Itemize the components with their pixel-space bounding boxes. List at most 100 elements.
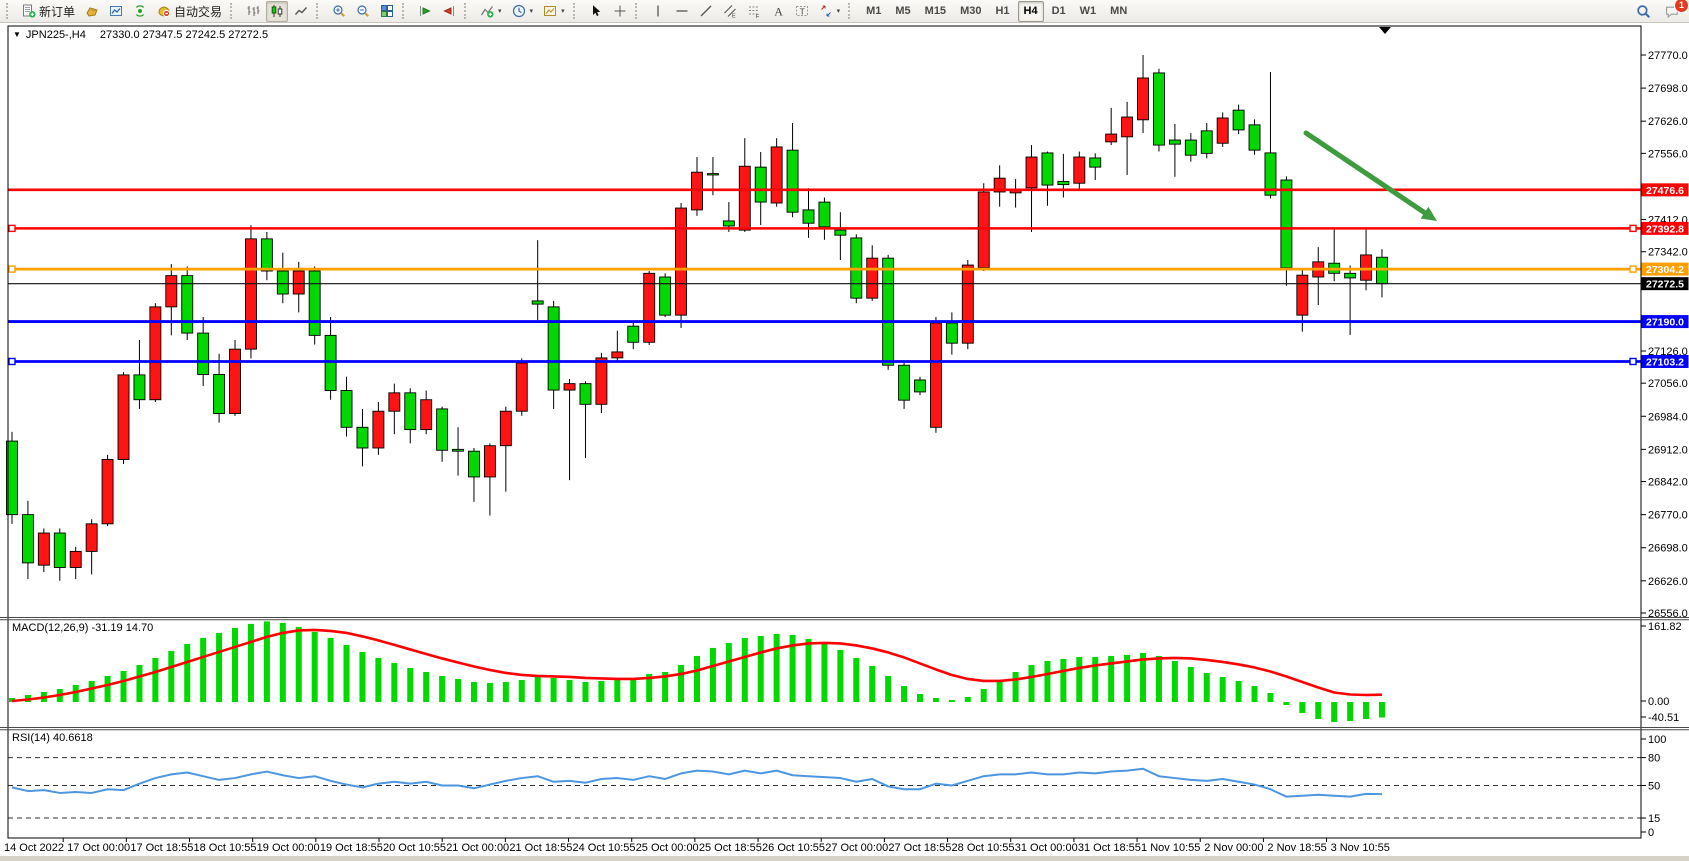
svg-text:E: E: [732, 14, 736, 19]
period-button-h4[interactable]: H4: [1017, 0, 1044, 22]
window-bottom-edge: [0, 856, 1689, 861]
candle: [483, 445, 496, 478]
trendline-button[interactable]: [695, 1, 717, 22]
tile-windows-button[interactable]: [376, 1, 398, 22]
periods-button[interactable]: ▾: [508, 1, 538, 22]
macd-histogram-bar: [1283, 702, 1290, 706]
macd-histogram-bar: [295, 626, 302, 702]
macd-histogram-bar: [455, 678, 462, 702]
line-chart-button[interactable]: [290, 1, 312, 22]
candle: [213, 373, 226, 414]
line-drag-handle[interactable]: [1629, 265, 1637, 273]
search-button[interactable]: [1632, 1, 1655, 22]
line-drag-handle[interactable]: [8, 357, 16, 366]
line-drag-handle[interactable]: [8, 224, 16, 233]
line-drag-handle[interactable]: [1629, 224, 1637, 233]
crosshair-button[interactable]: [609, 1, 631, 22]
macd-signal-line: [11, 628, 1383, 703]
macd-histogram-bar: [630, 677, 637, 702]
signals-button[interactable]: [129, 1, 151, 22]
period-button-m15[interactable]: M15: [924, 5, 947, 17]
macd-histogram-bar: [614, 678, 621, 702]
macd-histogram-bar: [407, 667, 414, 702]
zoom-out-button[interactable]: [352, 1, 374, 22]
fibonacci-icon: F: [748, 6, 760, 18]
horizontal-line-button[interactable]: [671, 1, 693, 22]
macd-histogram-bar: [359, 651, 366, 702]
candle: [1105, 133, 1118, 143]
line-drag-handle[interactable]: [1629, 357, 1637, 366]
candle: [69, 550, 82, 568]
period-button-d1[interactable]: D1: [1051, 5, 1066, 17]
macd-histogram-bar: [917, 693, 924, 702]
trend-arrow-object[interactable]: [1303, 130, 1428, 216]
period-button-h1[interactable]: H1: [995, 5, 1010, 17]
candle: [1153, 72, 1165, 146]
period-button-w1[interactable]: W1: [1079, 5, 1097, 17]
equidistant-channel-button[interactable]: E: [719, 1, 741, 22]
zoom-in-button[interactable]: [328, 1, 350, 22]
period-button-m5[interactable]: M5: [895, 5, 911, 17]
arrows-button[interactable]: ▾: [815, 1, 845, 22]
new-order-button[interactable]: 新订单: [18, 1, 79, 22]
macd-histogram-bar: [662, 671, 669, 702]
cursor-button[interactable]: [585, 1, 607, 22]
macd-histogram-bar: [980, 688, 987, 702]
time-axis-label: 27 Oct 00:00: [825, 842, 888, 854]
macd-histogram-bar: [1012, 671, 1019, 702]
macd-histogram-bar: [470, 681, 477, 702]
macd-histogram-bar: [741, 637, 748, 702]
macd-histogram-bar: [566, 679, 573, 702]
candle: [388, 392, 401, 412]
auto-scroll-button[interactable]: [414, 1, 436, 22]
gold-button[interactable]: [81, 1, 103, 22]
macd-histogram-bar: [885, 675, 892, 702]
macd-histogram-bar: [1076, 656, 1083, 702]
macd-histogram-bar: [693, 655, 700, 702]
time-axis-label: 27 Oct 18:55: [888, 842, 951, 854]
chart-shift-marker[interactable]: [1379, 27, 1391, 34]
text-label-button[interactable]: T: [791, 1, 813, 22]
line-drag-handle[interactable]: [8, 265, 16, 273]
text-label-icon: T: [795, 6, 808, 16]
candle: [627, 325, 640, 343]
time-axis-label: 21 Oct 18:55: [509, 842, 572, 854]
macd-histogram-bar: [120, 670, 127, 702]
periods-icon: [512, 4, 525, 18]
candle: [1232, 109, 1245, 131]
period-button-m1[interactable]: M1: [866, 5, 882, 17]
new-chart-button[interactable]: [105, 1, 127, 22]
period-button-m30[interactable]: M30: [960, 5, 982, 17]
price-badge-value: 27304.2: [1646, 264, 1684, 276]
chart-shift-button[interactable]: [438, 1, 460, 22]
macd-histogram-bar: [725, 642, 732, 702]
candle: [722, 220, 735, 227]
zoom-in-icon: [333, 5, 345, 17]
price-badge-value: 27190.0: [1646, 317, 1684, 329]
vertical-line-button[interactable]: [647, 1, 669, 22]
text-button[interactable]: A: [767, 1, 789, 22]
candlestick-chart-button[interactable]: [266, 0, 289, 22]
candle: [898, 364, 911, 401]
indicators-button[interactable]: ▾: [476, 1, 506, 22]
macd-histogram-bar: [869, 665, 876, 702]
macd-histogram-bar: [1315, 702, 1322, 720]
candle: [436, 408, 449, 451]
notification-badge: 1: [1675, 0, 1688, 12]
candle: [229, 348, 241, 414]
templates-button[interactable]: ▾: [539, 1, 569, 22]
trend-arrow-head[interactable]: [1420, 206, 1437, 221]
candle: [181, 275, 194, 334]
candle: [977, 191, 990, 269]
candlestick-icon: [271, 5, 283, 17]
auto-trading-button[interactable]: 自动交易: [153, 1, 226, 22]
macd-histogram-bar: [279, 622, 286, 702]
one-click-trading-arrow[interactable]: ▼: [13, 30, 21, 39]
macd-axis-label: 161.82: [1648, 621, 1682, 633]
fibonacci-button[interactable]: F: [743, 1, 765, 22]
period-button-mn[interactable]: MN: [1110, 5, 1128, 17]
bar-chart-button[interactable]: [242, 1, 264, 22]
macd-axis-label: 0.00: [1648, 696, 1669, 708]
chat-button[interactable]: 1: [1661, 0, 1688, 22]
